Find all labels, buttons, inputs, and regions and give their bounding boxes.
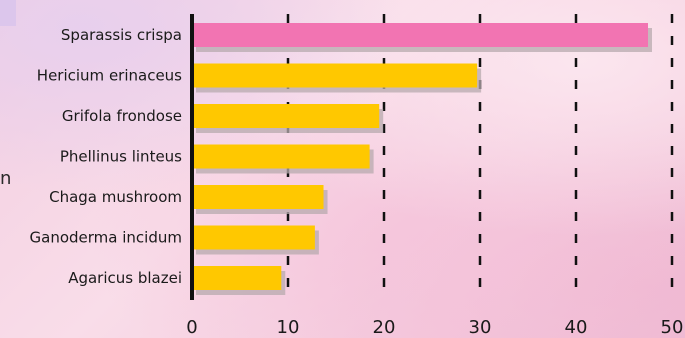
x-tick-label: 50 [661, 317, 684, 338]
x-tick-label: 20 [373, 317, 396, 338]
bars-layer [192, 23, 652, 295]
x-tick-label: 30 [469, 317, 492, 338]
x-tick-label: 40 [565, 317, 588, 338]
bar [192, 104, 380, 128]
bar [192, 225, 315, 250]
category-label: Hericium erinaceus [37, 67, 182, 85]
category-labels: Sparassis crispa Hericium erinaceus Grifol… [30, 26, 183, 287]
bar [192, 23, 648, 47]
x-tick-label: 10 [277, 317, 300, 338]
bar [192, 144, 370, 169]
category-label: Ganoderma incidum [30, 229, 182, 247]
category-label: Phellinus linteus [60, 148, 182, 166]
x-tick-label: 0 [186, 317, 197, 338]
bar [192, 185, 324, 209]
edge-text: n [0, 168, 12, 189]
grid-layer [286, 14, 674, 300]
corner-tab [0, 0, 16, 26]
category-label: Grifola frondose [62, 107, 182, 125]
category-label: Chaga mushroom [49, 188, 182, 206]
bar [192, 63, 478, 88]
category-label: Agaricus blazei [68, 269, 182, 287]
category-label: Sparassis crispa [61, 26, 182, 44]
tick-labels: 0 10 20 30 40 50 [186, 317, 683, 338]
bar [192, 266, 282, 290]
